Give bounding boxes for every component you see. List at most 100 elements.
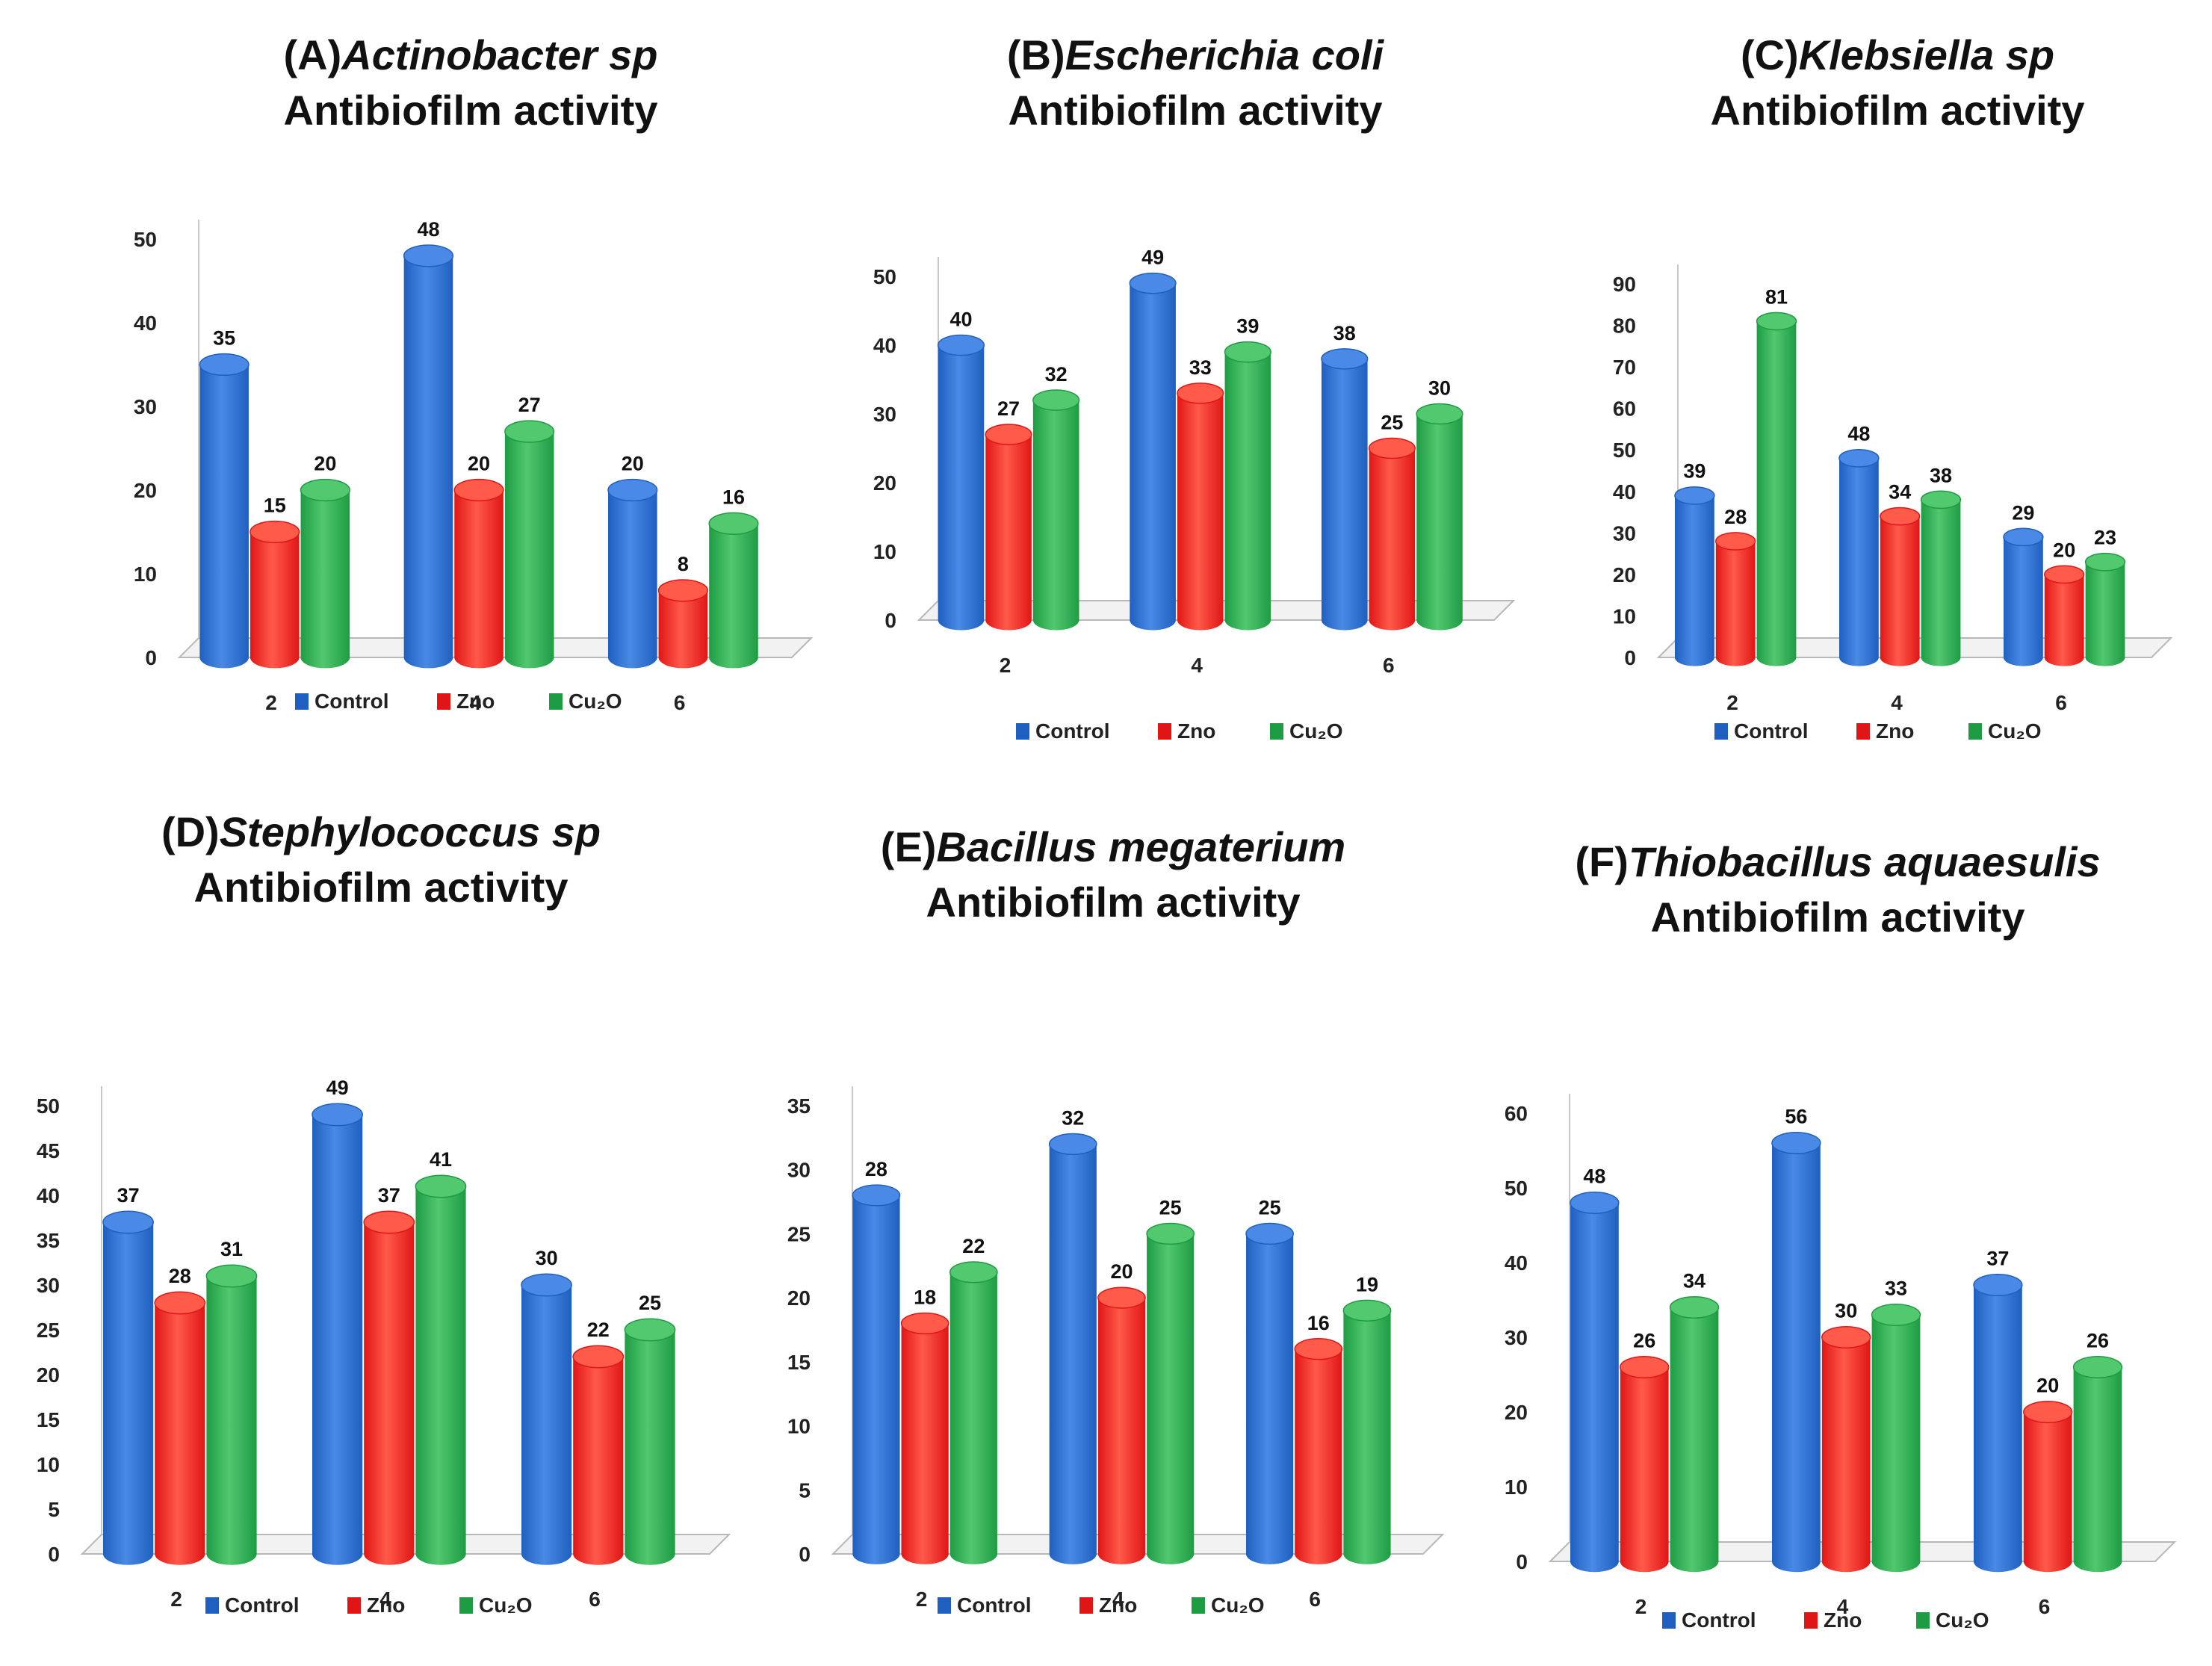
bar-zno-6: 8 (657, 553, 708, 669)
chart-panel-c: (C)Klebsiella sp Antibiofilm activity 0 10 2… (1606, 30, 2189, 777)
bar-cap (2072, 1355, 2123, 1379)
chart-subtitle: Antibiofilm activity (1650, 894, 2025, 941)
bar-control-6: 25 (1245, 1197, 1294, 1564)
bar-cuo-2: 20 (300, 453, 350, 669)
bar-cap (1838, 448, 1880, 468)
legend-swatch (938, 1597, 951, 1614)
legend-item-control: Control (205, 1594, 300, 1617)
legend-item-control: Control (1714, 719, 1809, 743)
y-tick-label: 30 (134, 395, 157, 418)
y-tick-label: 50 (1505, 1177, 1528, 1200)
bar-cap (1570, 1191, 1620, 1215)
bar-zno-2: 27 (985, 397, 1032, 631)
data-label: 26 (2086, 1330, 2109, 1352)
bar-control-2: 35 (199, 327, 250, 669)
data-label: 32 (1045, 363, 1068, 385)
bar-zno-6: 20 (2023, 1375, 2073, 1573)
bar-body (2004, 536, 2043, 666)
bar-control-6: 20 (607, 453, 658, 669)
data-label: 81 (1765, 285, 1788, 308)
legend-label: Cu₂O (1289, 719, 1343, 743)
y-tick-label: 40 (1505, 1251, 1528, 1275)
chart-title-species: Actinobacter sp (341, 31, 658, 78)
bar-cuo-4: 39 (1224, 315, 1271, 631)
bar-body (709, 523, 758, 669)
data-label: 28 (1724, 506, 1747, 528)
data-label: 16 (722, 486, 745, 508)
y-tick-label: 40 (37, 1184, 60, 1207)
bar-body (1880, 516, 1920, 666)
bar-body (1246, 1233, 1294, 1564)
legend-swatch (1804, 1612, 1818, 1629)
bar-cap (205, 1264, 258, 1288)
legend-item-zno: Zno (1158, 719, 1215, 743)
bar-cap (2003, 527, 2044, 547)
data-label: 20 (2053, 539, 2075, 561)
chart-svg: 0 10 20 30 40 50 40 27 32 2 49 33 39 4 38 25 30 6 Control Z… (873, 247, 1516, 743)
y-tick-label: 50 (37, 1094, 60, 1118)
bar-control-2: 39 (1674, 460, 1715, 666)
bar-control-4: 48 (1838, 423, 1880, 666)
bar-cuo-2: 32 (1032, 363, 1080, 631)
bar-cap (1620, 1355, 1670, 1379)
y-tick-label: 30 (873, 403, 896, 426)
bar-control-6: 29 (2003, 501, 2044, 666)
x-tick-label: 6 (1383, 654, 1395, 677)
y-tick-label: 25 (37, 1319, 60, 1342)
bar-body (608, 490, 657, 669)
data-label: 49 (326, 1077, 349, 1099)
data-label: 49 (1141, 247, 1164, 269)
y-tick-label: 20 (787, 1286, 811, 1310)
bar-cap (607, 478, 658, 502)
data-label: 28 (865, 1158, 887, 1180)
data-label: 22 (962, 1235, 985, 1257)
bar-cuo-2: 81 (1756, 285, 1797, 666)
bar-cap (1321, 348, 1369, 370)
bar-zno-2: 15 (250, 495, 300, 669)
bar-body (1177, 393, 1224, 631)
bar-control-4: 49 (1129, 247, 1177, 631)
legend-item-cuo: Cu₂O (459, 1594, 533, 1617)
x-tick-label: 2 (170, 1588, 182, 1611)
bar-cap (1871, 1303, 1921, 1327)
x-tick-label: 4 (1112, 1588, 1124, 1611)
bar-body (403, 256, 453, 669)
data-label: 15 (264, 495, 286, 517)
y-tick-label: 10 (787, 1415, 811, 1438)
data-label: 27 (997, 397, 1020, 420)
data-label: 28 (169, 1265, 191, 1287)
legend-item-zno: Zno (437, 690, 495, 713)
data-label: 32 (1062, 1107, 1084, 1130)
bar-cap (1674, 486, 1715, 505)
y-tick-label: 60 (1613, 397, 1636, 421)
legend-item-cuo: Cu₂O (1270, 719, 1343, 743)
bar-body (1921, 499, 1961, 666)
y-tick-label: 0 (48, 1543, 60, 1566)
bar-cap (949, 1261, 998, 1283)
chart-title-label: (E) (880, 823, 937, 870)
y-tick-label: 70 (1613, 356, 1636, 379)
legend-swatch (1856, 723, 1870, 740)
legend-swatch (437, 693, 450, 710)
bar-zno-6: 20 (2044, 539, 2085, 666)
y-tick-label: 30 (1505, 1326, 1528, 1349)
x-tick-label: 4 (379, 1588, 391, 1611)
bar-cuo-4: 41 (415, 1148, 467, 1565)
legend-item-cuo: Cu₂O (1192, 1594, 1265, 1617)
bar-body (1675, 495, 1714, 666)
bar-body (1147, 1233, 1195, 1564)
bar-body (1130, 283, 1176, 631)
x-tick-label: 2 (265, 691, 277, 714)
chart-svg: 0 5 10 15 20 25 30 35 40 45 50 37 28 31 2 49 37 41 4 30 22 25… (37, 1077, 731, 1617)
bar-cap (453, 478, 504, 502)
chart-title: (F)Thiobacillus aquaesulis (1487, 837, 2189, 888)
y-tick-label: 10 (37, 1453, 60, 1476)
bar-body (901, 1323, 949, 1564)
legend-label: Cu₂O (569, 690, 622, 713)
bar-cuo-6: 16 (708, 486, 759, 669)
bar-body (504, 431, 554, 669)
bar-body (949, 1272, 997, 1564)
y-tick-label: 15 (787, 1351, 811, 1374)
bar-body (1032, 400, 1079, 631)
data-label: 38 (1930, 464, 1952, 486)
